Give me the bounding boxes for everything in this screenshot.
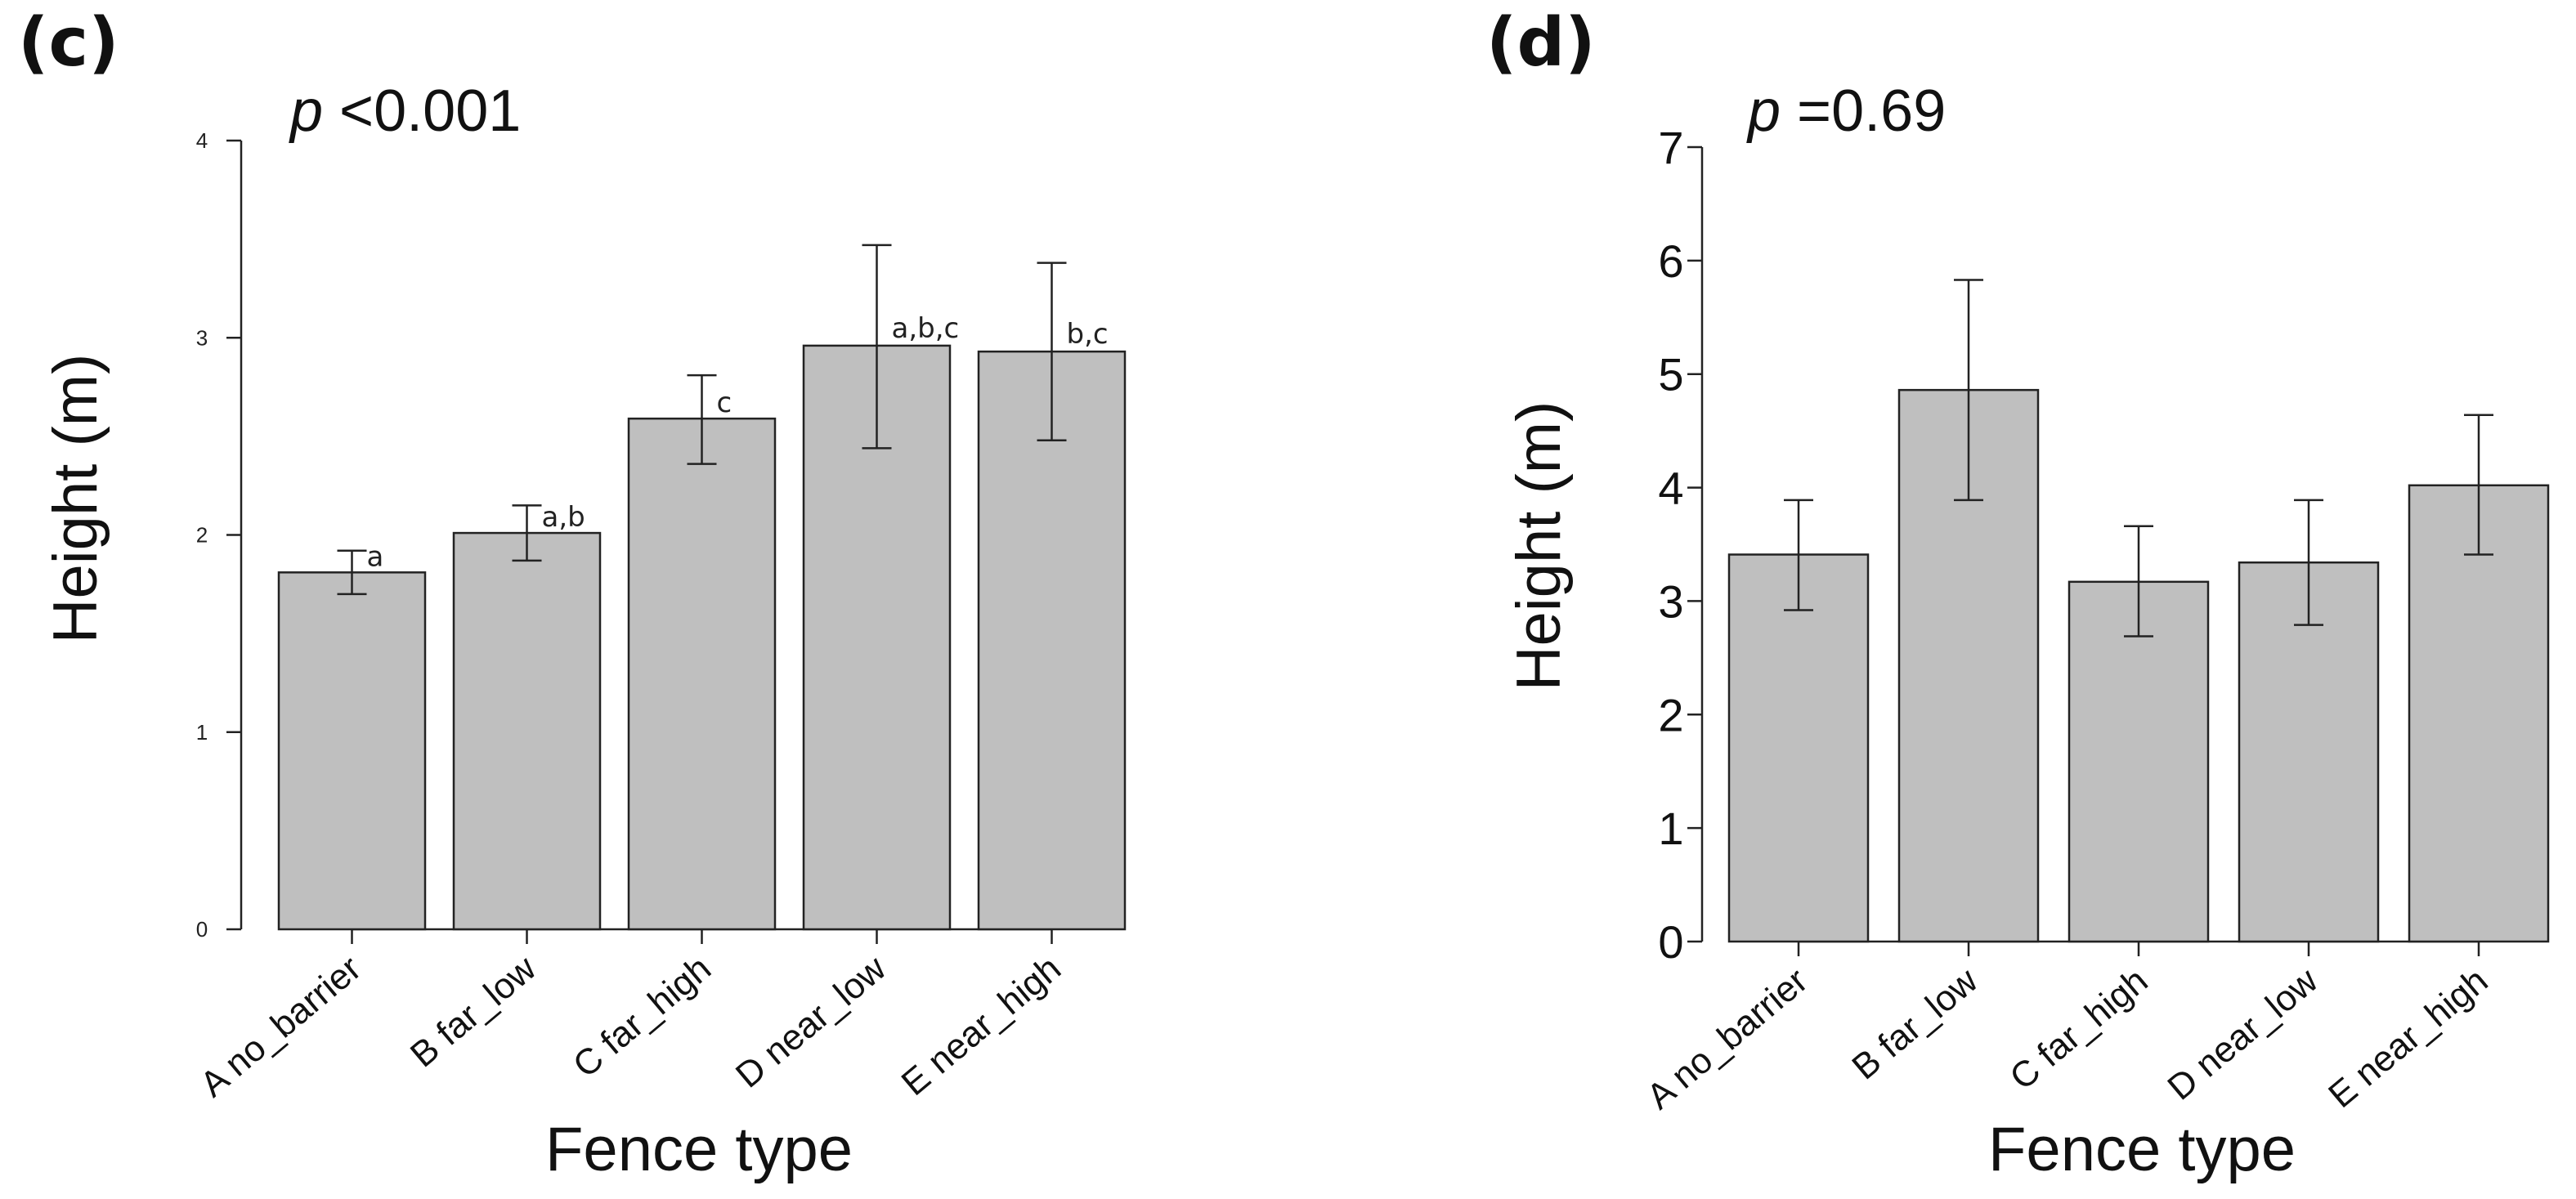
panel-d-label: (d) (1486, 4, 1596, 82)
panel-d-y-tick-label: 4 (1658, 463, 1683, 514)
panel-d-y-tick-label: 7 (1658, 122, 1683, 173)
panel-c-category-label: C far_high (566, 948, 719, 1085)
panel-c-sig-letter: a (367, 540, 384, 573)
panel-d-bar (2408, 484, 2550, 943)
panel-d-plot: 0 1 2 3 4 5 6 7 A no_barrier B far_low C far_high D… (1639, 122, 2550, 1117)
panel-d-y-tick-label: 5 (1658, 349, 1683, 400)
panel-d-category-label: C far_high (2002, 960, 2155, 1098)
panel-c-bar (452, 531, 602, 931)
panel-c-category-label: A no_barrier (193, 948, 369, 1105)
panel-d-y-tick-label: 0 (1658, 916, 1683, 968)
panel-c-y-axis-title: Height (m) (41, 354, 110, 644)
panel-d-y-tick-label: 1 (1658, 803, 1683, 854)
panel-d-x-axis-title: Fence type (1988, 1115, 2296, 1184)
panel-c-x-axis-title: Fence type (545, 1115, 853, 1184)
panel-c-y-tick-label: 0 (196, 917, 208, 942)
panel-c-y-tick-label: 4 (196, 128, 208, 153)
panel-c-p-symbol: p (289, 78, 323, 144)
panel-d-y-tick-label: 3 (1658, 575, 1683, 627)
panel-c-y-tick-label: 1 (196, 720, 208, 745)
panel-c-p-annotation: p <0.001 (289, 78, 521, 144)
panel-d-category-label: B far_low (1844, 960, 1985, 1088)
panel-c-label: (c) (18, 4, 119, 82)
panel-c-bar (627, 417, 777, 931)
panel-c-sig-letter: a,b (542, 501, 585, 534)
panel-c-y-tick-label: 3 (196, 325, 208, 350)
panel-c-bar (977, 350, 1127, 931)
panel-d-y-tick-label: 6 (1658, 235, 1683, 287)
panel-c-p-value: <0.001 (323, 78, 521, 144)
panel-d-bar (1727, 553, 1870, 943)
panel-d-category-label: E near_high (2321, 960, 2495, 1116)
panel-c-category-label: B far_low (403, 948, 544, 1076)
panel-c-y-tick-label: 2 (196, 523, 208, 548)
panel-c-bar (277, 571, 427, 931)
panel-d-y-tick-label: 2 (1658, 689, 1683, 740)
panel-d-y-axis-title: Height (m) (1504, 401, 1574, 691)
panel-d-bar (2068, 580, 2210, 943)
panel-c-plot: 0 1 2 3 4 A no_barrier a B far_low a,b C far_high… (193, 128, 1127, 1105)
panel-c-category-label: E near_high (894, 948, 1068, 1103)
panel-d-category-label: D near_low (2160, 960, 2325, 1108)
panel-d-p-value: =0.69 (1781, 78, 1946, 144)
panel-c-sig-letter: b,c (1067, 318, 1109, 351)
panel-d-p-symbol: p (1746, 78, 1781, 144)
panel-c-sig-letter: a,b,c (892, 312, 960, 345)
panel-c-category-label: D near_low (728, 948, 894, 1096)
panel-d-p-annotation: p =0.69 (1746, 78, 1946, 144)
panel-d-category-label: A no_barrier (1639, 960, 1815, 1117)
panel-c-sig-letter: c (717, 387, 732, 419)
